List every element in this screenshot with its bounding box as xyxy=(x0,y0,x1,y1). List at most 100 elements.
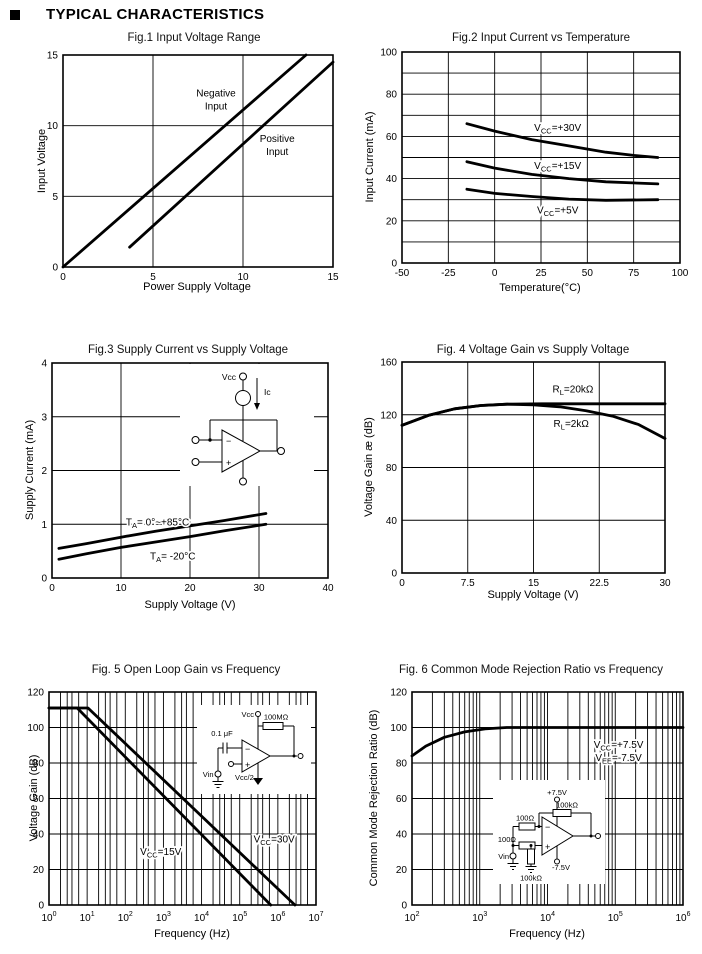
y-tick-label: 40 xyxy=(33,830,45,841)
fig6-inset-circuit: +7.5V 100kΩ 100Ω 100Ω Vin xyxy=(493,780,605,884)
opamp-plus-sign: + xyxy=(245,760,250,770)
y-tick-label: 10 xyxy=(47,121,59,132)
fig5-y-axis-label: Voltage Gain (dB) xyxy=(28,754,40,842)
fig5-plot-layer: 100 101 102 103 104 105 106 107 0 20 40 60 80 100 120 V… xyxy=(27,688,323,925)
ground-symbol xyxy=(253,778,263,785)
fig4-y-axis-label: Voltage Gain æ (dB) xyxy=(363,417,375,517)
y-tick-label: 160 xyxy=(380,358,397,369)
fig6-title: Fig. 6 Common Mode Rejection Ratio vs Fr… xyxy=(399,664,663,676)
section-bullet-icon xyxy=(10,9,20,20)
fig4-plot-layer: 0 7.5 15 22.5 30 0 40 80 120 160 RL=20kΩ RL=2kΩ xyxy=(380,358,671,590)
x-tick-label: 20 xyxy=(184,583,196,594)
series-line-Vcc=+30V xyxy=(465,122,660,159)
fig5-x-axis-label: Frequency (Hz) xyxy=(154,928,230,940)
figure-5: 100 101 102 103 104 105 106 107 0 20 40 60 80 100 120 V… xyxy=(20,658,350,954)
y-tick-label: 0 xyxy=(401,901,407,912)
y-tick-label: 80 xyxy=(33,759,45,770)
x-tick-label: 0 xyxy=(492,268,498,279)
fig2-x-axis-label: Temperature(°C) xyxy=(499,282,581,294)
y-tick-label: 40 xyxy=(386,174,398,185)
x-tick-label: 40 xyxy=(322,583,334,594)
vin-label: Vin xyxy=(498,852,509,861)
curve-label: VCC=+30V xyxy=(534,123,581,135)
fig3-y-axis-label: Supply Current (mA) xyxy=(24,419,36,521)
y-tick-label: 60 xyxy=(386,132,398,143)
fig1-chart: 0 5 10 15 0 5 10 15 Negative Input Positive Input xyxy=(47,51,339,284)
input-capacitor-label: 0.1 μF xyxy=(211,729,233,738)
opamp-minus-sign: − xyxy=(545,822,550,832)
x-tick-label: 104 xyxy=(540,911,555,924)
x-tick-label: 0 xyxy=(60,272,66,283)
curve-label: VCC=+7.5V xyxy=(594,740,644,753)
fig3-inset-circuit: Vcc Ic − + xyxy=(180,364,314,486)
x-tick-label: 5 xyxy=(150,272,156,283)
section-title: TYPICAL CHARACTERISTICS xyxy=(46,6,265,23)
series-line-Vcc=+15V xyxy=(465,160,660,186)
y-tick-label: 100 xyxy=(27,723,44,734)
section-header: TYPICAL CHARACTERISTICS xyxy=(10,6,264,23)
y-tick-label: 20 xyxy=(386,216,398,227)
terminal xyxy=(297,753,304,759)
fig5-title: Fig. 5 Open Loop Gain vs Frequency xyxy=(91,664,281,676)
x-tick-label: 100 xyxy=(41,911,56,924)
x-tick-label: 10 xyxy=(237,272,249,283)
junction-dot xyxy=(208,438,212,442)
vcc-label: Vcc xyxy=(241,710,254,719)
fig1-y-axis-label: Input Voltage xyxy=(36,128,48,194)
fig4-title: Fig. 4 Voltage Gain vs Supply Voltage xyxy=(436,344,630,356)
series-line-Vcc=+5V xyxy=(465,187,660,202)
curve-label: VCC=30V xyxy=(254,834,295,847)
vin-label: Vin xyxy=(203,770,214,779)
x-tick-label: 15 xyxy=(528,578,540,589)
input-resistor-label: 100Ω xyxy=(516,814,535,823)
x-tick-label: -25 xyxy=(441,268,456,279)
fig4-chart: 0 7.5 15 22.5 30 0 40 80 120 160 RL=20kΩ RL=2kΩ xyxy=(380,358,671,590)
opamp-symbol xyxy=(241,739,272,773)
terminal xyxy=(191,436,200,444)
series-line-RL=2kΩ xyxy=(400,402,667,440)
y-tick-label: 5 xyxy=(52,192,58,203)
negative-supply-label: -7.5V xyxy=(552,863,570,872)
x-tick-label: 100 xyxy=(672,268,689,279)
x-tick-label: 0 xyxy=(49,583,55,594)
plot-frame xyxy=(401,361,666,574)
opamp-plus-sign: + xyxy=(545,842,550,852)
plot-frame xyxy=(51,362,329,579)
y-tick-label: 0 xyxy=(41,574,47,585)
vin-source-symbol xyxy=(214,770,222,778)
junction-dot xyxy=(589,834,593,838)
x-tick-label: 50 xyxy=(582,268,594,279)
resistor-symbol xyxy=(518,822,536,831)
opamp-symbol xyxy=(541,816,574,856)
curve-label: VCC=+15V xyxy=(534,161,581,174)
fig6-y-axis-label: Common Mode Rejection Ratio (dB) xyxy=(368,709,380,887)
junction-dot xyxy=(511,844,515,847)
fig2-title: Fig.2 Input Current vs Temperature xyxy=(451,32,631,44)
y-tick-label: 60 xyxy=(396,794,408,805)
junction-dot xyxy=(292,754,296,758)
fig2-y-axis-label: Input Current (mA) xyxy=(364,111,376,203)
y-tick-label: 20 xyxy=(33,865,45,876)
curve-label: Input xyxy=(266,147,288,158)
y-tick-label: 2 xyxy=(41,466,47,477)
inset-background xyxy=(180,364,314,486)
resistor-symbol xyxy=(518,841,536,850)
curve-label: Negative xyxy=(196,89,236,100)
ground-resistor-label: 100kΩ xyxy=(520,874,542,883)
x-tick-label: 103 xyxy=(156,911,171,924)
feedback-resistor-label: 100MΩ xyxy=(264,713,289,722)
y-tick-label: 4 xyxy=(41,359,47,370)
y-tick-label: 40 xyxy=(386,516,398,527)
opamp-minus-sign: − xyxy=(245,744,250,754)
resistor-symbol xyxy=(552,809,572,817)
fig5-chart: 100 101 102 103 104 105 106 107 0 20 40 60 80 100 120 V… xyxy=(27,688,323,925)
curve-label: Input xyxy=(205,102,227,113)
y-tick-label: 100 xyxy=(380,48,397,59)
terminal xyxy=(277,447,285,455)
y-tick-label: 120 xyxy=(390,688,407,699)
y-tick-label: 0 xyxy=(52,263,58,274)
x-tick-label: 101 xyxy=(80,911,95,924)
curve-label: Positive xyxy=(260,134,295,145)
x-tick-label: 7.5 xyxy=(461,578,475,589)
